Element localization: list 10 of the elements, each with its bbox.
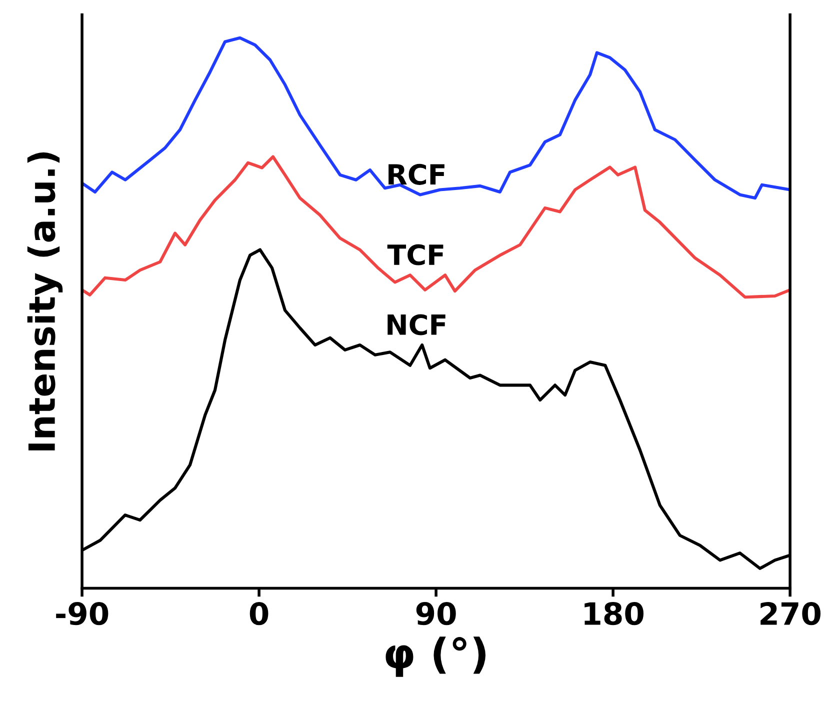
x-axis-title: φ (°) [386, 636, 486, 677]
series-label: RCF [388, 164, 444, 185]
x-tick-label: 0 [250, 602, 268, 626]
x-tick-label: 180 [584, 602, 644, 626]
series-label: NCF [388, 314, 446, 336]
x-tick-label: 90 [416, 602, 456, 626]
x-tick-label: -90 [56, 602, 108, 626]
x-tick-label: 270 [760, 602, 820, 626]
series-label: TCF [387, 244, 444, 266]
y-axis-title: Intensity (a.u.) [27, 152, 63, 450]
